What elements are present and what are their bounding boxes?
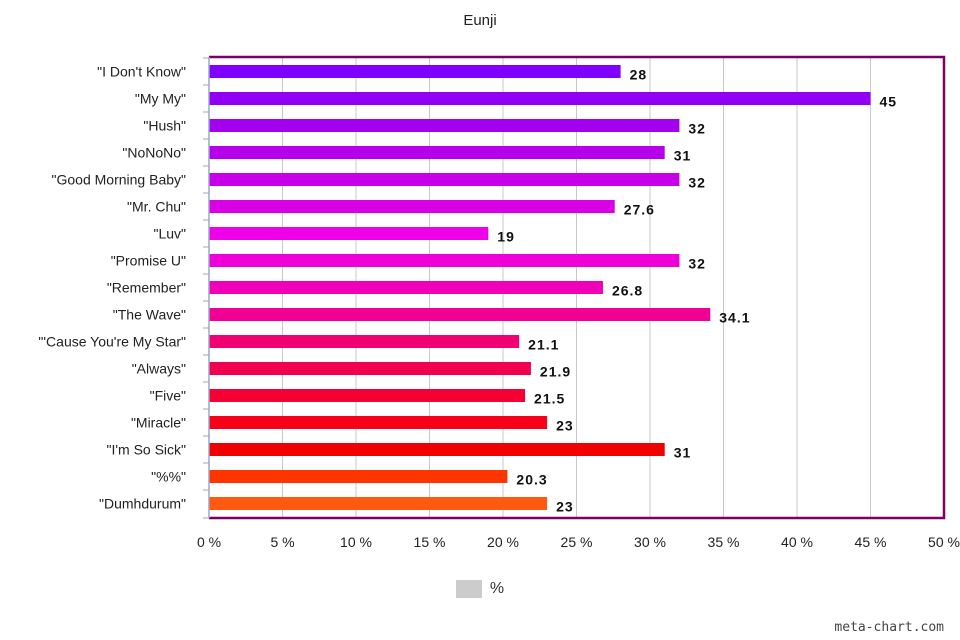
watermark: meta-chart.com: [834, 620, 944, 635]
y-tick-label: "'Cause You're My Star": [38, 334, 186, 350]
data-label: 23: [556, 418, 574, 434]
y-tick-label: "The Wave": [113, 307, 186, 323]
data-label: 23: [556, 499, 574, 515]
x-tick-label: 45 %: [855, 534, 887, 550]
bar: [209, 416, 548, 429]
data-label: 19: [497, 229, 515, 245]
bar: [209, 443, 665, 456]
data-label: 31: [674, 445, 692, 461]
bar: [209, 92, 871, 105]
bar: [209, 281, 603, 294]
bar: [209, 146, 665, 159]
y-tick-label: "Five": [150, 388, 186, 404]
bar: [209, 254, 680, 267]
bar: [209, 119, 680, 132]
data-label: 32: [688, 175, 706, 191]
bar: [209, 362, 531, 375]
y-tick-label: "My My": [135, 91, 186, 107]
data-label: 27.6: [624, 202, 655, 218]
x-tick-label: 0 %: [197, 534, 221, 550]
data-label: 21.9: [540, 364, 571, 380]
plot-frame: [209, 55, 946, 520]
legend-label: %: [489, 580, 505, 597]
y-tick-label: "Luv": [153, 226, 186, 242]
x-tick-label: 5 %: [270, 534, 294, 550]
y-tick-label: "NoNoNo": [122, 145, 186, 161]
bar: [209, 497, 548, 510]
y-tick-label: "Always": [132, 361, 186, 377]
data-label: 31: [674, 148, 692, 164]
y-tick-label: "Mr. Chu": [127, 199, 186, 215]
y-tick-label: "Remember": [107, 280, 186, 296]
x-tick-label: 40 %: [781, 534, 813, 550]
y-tick-label: "Dumhdurum": [99, 496, 186, 512]
x-tick-label: 30 %: [634, 534, 666, 550]
data-label: 21.5: [534, 391, 565, 407]
legend-swatch: [455, 580, 482, 598]
y-tick-label: "Promise U": [111, 253, 186, 269]
x-tick-label: 20 %: [487, 534, 519, 550]
bar: [209, 65, 621, 78]
data-label: 26.8: [612, 283, 643, 299]
data-label: 34.1: [719, 310, 750, 326]
bar: [209, 335, 520, 348]
bar: [209, 470, 508, 483]
y-tick-label: "Hush": [143, 118, 186, 134]
x-tick-label: 10 %: [340, 534, 372, 550]
bar: [209, 227, 489, 240]
y-tick-label: "I'm So Sick": [106, 442, 186, 458]
x-tick-label: 15 %: [414, 534, 446, 550]
data-label: 45: [880, 94, 898, 110]
bar: [209, 308, 711, 321]
y-tick-label: "%%": [151, 469, 186, 485]
data-label: 32: [688, 256, 706, 272]
bar: [209, 200, 615, 213]
data-label: 21.1: [528, 337, 559, 353]
y-tick-label: "Good Morning Baby": [52, 172, 186, 188]
bar: [209, 389, 526, 402]
x-tick-label: 35 %: [708, 534, 740, 550]
x-tick-label: 25 %: [561, 534, 593, 550]
x-tick-label: 50 %: [928, 534, 960, 550]
y-tick-label: "I Don't Know": [97, 64, 186, 80]
data-label: 28: [630, 67, 648, 83]
y-tick-label: "Miracle": [131, 415, 186, 431]
legend: %: [0, 580, 960, 598]
data-label: 32: [688, 121, 706, 137]
chart-title: Eunji: [463, 12, 497, 29]
bar: [209, 173, 680, 186]
data-label: 20.3: [516, 472, 547, 488]
